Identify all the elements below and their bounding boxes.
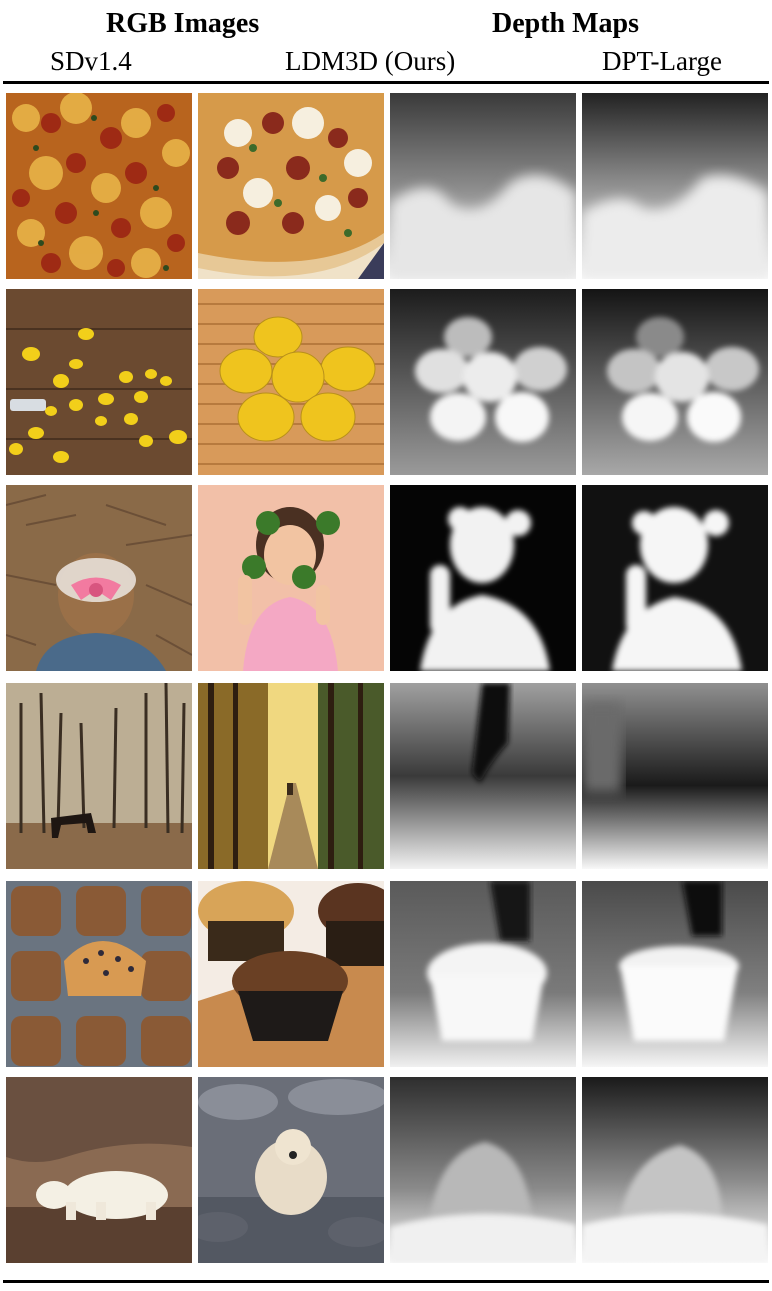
depth-forest-dpt <box>582 683 768 869</box>
image-girl-ldm3d <box>198 485 384 671</box>
image-girl-sdv14 <box>6 485 192 671</box>
image-muffins-ldm3d <box>198 881 384 1067</box>
header-depth-maps: Depth Maps <box>492 8 640 39</box>
image-pizza-sdv14 <box>6 93 192 279</box>
image-muffins-sdv14 <box>6 881 192 1067</box>
depth-girl-dpt <box>582 485 768 671</box>
depth-lemons-dpt <box>582 289 768 475</box>
depth-muffins-dpt <box>582 881 768 1067</box>
image-forest-sdv14 <box>6 683 192 869</box>
header-rgb-images: RGB Images <box>106 8 260 39</box>
depth-polar-bear-dpt <box>582 1077 768 1263</box>
bottom-rule <box>3 1280 769 1283</box>
image-lemons-ldm3d <box>198 289 384 475</box>
column-label-dpt-large: DPT-Large <box>602 46 722 76</box>
depth-polar-bear-ldm3d <box>390 1077 576 1263</box>
depth-muffins-ldm3d <box>390 881 576 1067</box>
depth-girl-ldm3d <box>390 485 576 671</box>
image-polar-bear-ldm3d <box>198 1077 384 1263</box>
image-lemons-sdv14 <box>6 289 192 475</box>
image-pizza-ldm3d <box>198 93 384 279</box>
depth-pizza-ldm3d <box>390 93 576 279</box>
image-polar-bear-sdv14 <box>6 1077 192 1263</box>
column-label-sdv14: SDv1.4 <box>50 46 132 76</box>
image-forest-ldm3d <box>198 683 384 869</box>
depth-lemons-ldm3d <box>390 289 576 475</box>
depth-forest-ldm3d <box>390 683 576 869</box>
depth-pizza-dpt <box>582 93 768 279</box>
column-label-ldm3d: LDM3D (Ours) <box>285 46 456 76</box>
top-rule <box>3 81 769 84</box>
